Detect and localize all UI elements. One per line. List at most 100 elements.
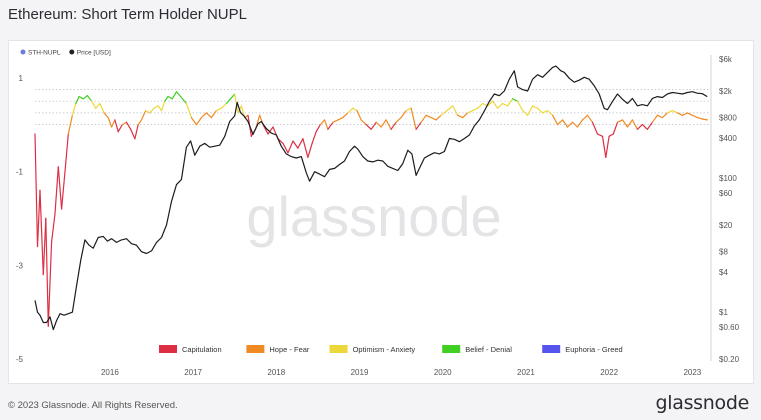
chart-svg[interactable]: glassnode 1 -1 -3 -5 $6k $2k $800 $400 $100 $60 $2…: [9, 41, 753, 383]
sth-nupl-segment: [462, 112, 469, 119]
watermark: glassnode: [246, 185, 501, 248]
sth-nupl-segment: [390, 121, 397, 130]
sth-nupl-segment: [430, 116, 437, 121]
sth-nupl-segment: [612, 121, 619, 135]
sth-nupl-segment: [526, 105, 534, 116]
sth-nupl-segment: [472, 107, 479, 112]
y-right-tick-label: $60: [719, 189, 733, 198]
sth-nupl-segment: [576, 119, 584, 128]
sth-nupl-segment: [103, 112, 109, 119]
sth-nupl-segment: [190, 116, 197, 126]
y-right-tick-label: $6k: [719, 55, 733, 64]
x-tick-label: 2018: [267, 368, 285, 377]
sth-nupl-segment: [646, 121, 654, 130]
sth-nupl-segment: [292, 140, 299, 149]
sth-nupl-segment: [581, 114, 589, 121]
sth-nupl-segment: [512, 98, 519, 102]
sth-nupl-segment: [410, 107, 417, 130]
sth-nupl-segment: [467, 109, 474, 114]
legend-bottom-swatch: [159, 345, 177, 353]
x-tick-label: 2022: [600, 368, 618, 377]
legend-bottom-swatch: [442, 345, 461, 353]
sth-nupl-segment: [701, 118, 708, 121]
sth-nupl-segment: [140, 109, 147, 121]
sth-nupl-series: [34, 91, 708, 327]
sth-nupl-segment: [205, 112, 212, 119]
legend-bottom-label: Optimism - Anxiety: [353, 345, 416, 354]
sth-nupl-segment: [121, 121, 128, 126]
y-right-tick-label: $2k: [719, 87, 733, 96]
sth-nupl-segment: [200, 112, 207, 119]
sth-nupl-segment: [332, 119, 339, 123]
legend-bottom-label: Belief - Denial: [465, 345, 512, 354]
sth-nupl-segment: [370, 121, 377, 130]
sth-nupl-segment: [324, 119, 329, 130]
sth-nupl-segment: [110, 119, 116, 128]
price-line: [34, 65, 708, 331]
y-right-tick-label: $400: [719, 134, 737, 143]
sth-nupl-segment: [54, 166, 59, 215]
sth-nupl-segment: [651, 114, 659, 123]
sth-nupl-segment: [225, 98, 232, 105]
sth-nupl-segment: [631, 119, 639, 130]
sth-nupl-segment: [319, 119, 326, 126]
sth-nupl-segment: [531, 105, 539, 109]
sth-nupl-segment: [327, 121, 334, 130]
sth-nupl-segment: [90, 100, 97, 109]
sth-nupl-segment: [415, 121, 422, 130]
legend-bottom-swatch: [329, 345, 348, 353]
sth-nupl-segment: [229, 93, 236, 100]
sth-nupl-segment: [360, 119, 367, 126]
sth-nupl-segment: [145, 109, 151, 114]
y-left-tick-label: -5: [16, 355, 24, 364]
sth-nupl-segment: [541, 109, 549, 114]
sth-nupl-segment: [517, 100, 524, 112]
legend-bottom-label: Euphoria - Greed: [565, 345, 623, 354]
sth-nupl-segment: [425, 114, 432, 119]
sth-nupl-segment: [78, 95, 84, 100]
sth-nupl-segment: [365, 123, 372, 130]
sth-nupl-segment: [302, 138, 309, 159]
sth-nupl-segment: [601, 135, 607, 159]
sth-nupl-segment: [107, 116, 113, 128]
sth-nupl-segment: [395, 116, 402, 123]
sth-nupl-segment: [457, 114, 464, 119]
sth-nupl-segment: [153, 105, 159, 109]
y-left-tick-label: 1: [19, 74, 24, 83]
sth-nupl-segment: [452, 105, 459, 116]
sth-nupl-segment: [626, 119, 634, 128]
sth-nupl-segment: [34, 133, 39, 248]
brand-logo: glassnode: [655, 392, 750, 414]
sth-nupl-segment: [220, 102, 227, 109]
sth-nupl-segment: [691, 114, 699, 119]
sth-nupl-segment: [134, 123, 139, 140]
x-tick-label: 2019: [351, 368, 369, 377]
sth-nupl-segment: [347, 107, 354, 114]
sth-nupl-segment: [287, 140, 294, 154]
sth-nupl-segment: [551, 114, 559, 126]
legend-bottom-swatch: [542, 345, 561, 353]
sth-nupl-segment: [125, 121, 132, 130]
sth-nupl-segment: [342, 112, 349, 119]
sth-nupl-segment: [95, 102, 101, 109]
sth-nupl-segment: [641, 123, 649, 130]
sth-nupl-segment: [297, 138, 304, 149]
y-left-tick-label: -1: [16, 168, 24, 177]
sth-nupl-segment: [666, 109, 674, 114]
sth-nupl-segment: [352, 107, 358, 112]
sth-nupl-segment: [267, 126, 274, 135]
sth-nupl-segment: [571, 121, 579, 128]
sth-nupl-segment: [656, 114, 664, 119]
sth-nupl-segment: [311, 131, 317, 145]
sth-nupl-segment: [45, 217, 49, 327]
sth-nupl-segment: [130, 128, 136, 140]
sth-nupl-segment: [36, 189, 41, 248]
sth-nupl-segment: [210, 109, 217, 119]
sth-nupl-segment: [487, 100, 494, 107]
x-tick-label: 2020: [434, 368, 452, 377]
sth-nupl-segment: [375, 121, 382, 128]
sth-nupl-segment: [686, 112, 694, 116]
sth-nupl-segment: [492, 100, 499, 109]
sth-nupl-segment: [71, 102, 77, 116]
sth-nupl-segment: [400, 109, 407, 119]
